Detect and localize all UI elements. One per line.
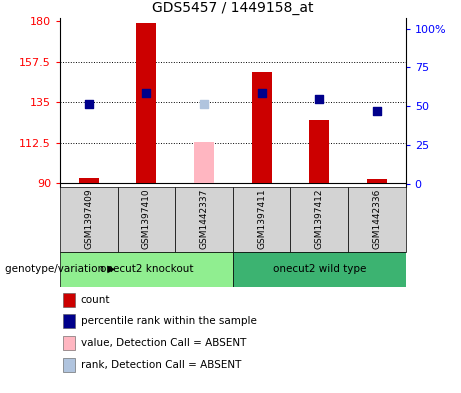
Point <box>373 108 381 114</box>
Title: GDS5457 / 1449158_at: GDS5457 / 1449158_at <box>152 1 313 15</box>
Bar <box>290 187 348 252</box>
Text: GSM1397411: GSM1397411 <box>257 189 266 250</box>
Bar <box>233 187 290 252</box>
Text: count: count <box>81 295 110 305</box>
Bar <box>60 187 118 252</box>
Bar <box>194 142 214 183</box>
Text: rank, Detection Call = ABSENT: rank, Detection Call = ABSENT <box>81 360 241 370</box>
Text: percentile rank within the sample: percentile rank within the sample <box>81 316 257 326</box>
Text: onecut2 knockout: onecut2 knockout <box>100 264 193 274</box>
Bar <box>60 252 233 287</box>
Bar <box>64 336 76 350</box>
Point <box>85 101 92 107</box>
Bar <box>348 187 406 252</box>
Text: genotype/variation ▶: genotype/variation ▶ <box>5 264 115 274</box>
Bar <box>64 358 76 372</box>
Text: GSM1442337: GSM1442337 <box>200 189 208 249</box>
Text: GSM1442336: GSM1442336 <box>372 189 381 249</box>
Point <box>200 101 207 107</box>
Bar <box>367 180 387 183</box>
Text: GSM1397410: GSM1397410 <box>142 189 151 250</box>
Bar <box>64 314 76 329</box>
Bar <box>252 72 272 183</box>
Bar <box>309 120 329 183</box>
Bar <box>136 23 156 183</box>
Text: GSM1397409: GSM1397409 <box>84 189 93 250</box>
Point <box>315 95 323 102</box>
Bar <box>79 178 99 183</box>
Bar <box>175 187 233 252</box>
Bar <box>233 252 406 287</box>
Text: GSM1397412: GSM1397412 <box>315 189 324 249</box>
Text: onecut2 wild type: onecut2 wild type <box>272 264 366 274</box>
Point <box>142 90 150 96</box>
Point <box>258 90 266 96</box>
Bar <box>64 293 76 307</box>
Bar <box>118 187 175 252</box>
Text: value, Detection Call = ABSENT: value, Detection Call = ABSENT <box>81 338 246 348</box>
